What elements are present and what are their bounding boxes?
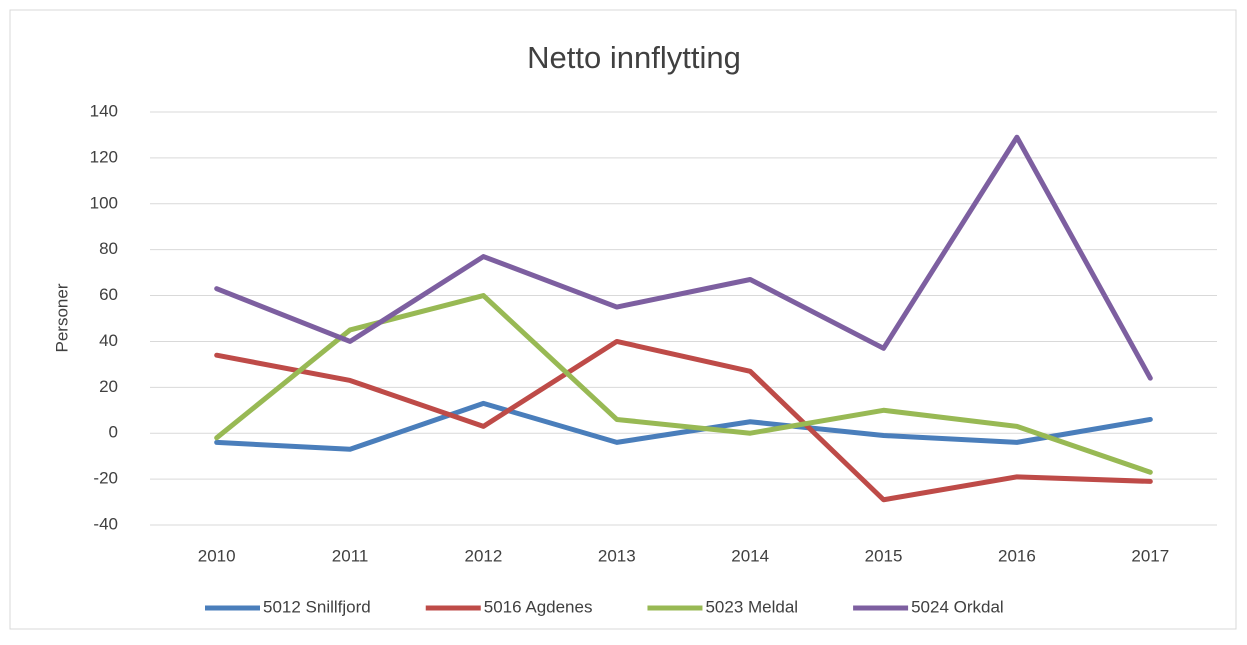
x-tick-label: 2017 <box>1131 546 1169 565</box>
x-tick-label: 2011 <box>332 546 369 565</box>
x-tick-label: 2016 <box>998 546 1036 565</box>
x-tick-label: 2014 <box>731 546 769 565</box>
y-axis-label: Personer <box>52 283 71 352</box>
chart-title: Netto innflytting <box>527 40 741 75</box>
legend-label: 5012 Snillfjord <box>263 597 371 616</box>
x-tick-label: 2013 <box>598 546 636 565</box>
y-tick-label: -20 <box>93 469 118 488</box>
series-line <box>214 338 1153 503</box>
series-line <box>214 400 1153 452</box>
y-tick-label: 40 <box>99 331 118 350</box>
y-tick-label: 0 <box>109 423 118 442</box>
chart-border <box>9 9 1237 630</box>
y-tick-label: 120 <box>90 147 118 166</box>
x-tick-label: 2012 <box>465 546 503 565</box>
legend-label: 5024 Orkdal <box>911 597 1004 616</box>
legend-label: 5016 Agdenes <box>484 597 593 616</box>
series-line <box>214 293 1153 475</box>
y-tick-label: 140 <box>90 101 118 120</box>
y-tick-label: 60 <box>99 285 118 304</box>
y-tick-label: 80 <box>99 239 118 258</box>
y-tick-label: -40 <box>93 514 118 533</box>
legend-label: 5023 Meldal <box>705 597 798 616</box>
y-tick-label: 100 <box>90 193 118 212</box>
y-tick-label: 20 <box>99 377 118 396</box>
x-tick-label: 2015 <box>865 546 903 565</box>
series-line <box>214 134 1153 381</box>
x-tick-label: 2010 <box>198 546 236 565</box>
